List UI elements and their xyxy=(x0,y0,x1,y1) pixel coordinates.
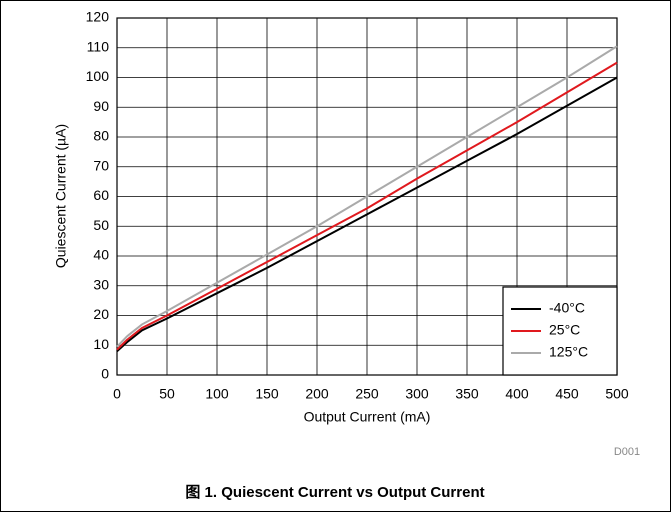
x-tick-label: 0 xyxy=(113,386,121,402)
y-tick-label: 40 xyxy=(93,247,109,263)
y-tick-label: 110 xyxy=(87,38,110,54)
x-tick-label: 150 xyxy=(255,386,279,402)
x-tick-label: 500 xyxy=(605,386,629,402)
y-tick-label: 10 xyxy=(93,336,109,352)
y-tick-label: 0 xyxy=(101,366,109,382)
y-tick-label: 90 xyxy=(93,98,109,114)
legend-label: -40°C xyxy=(549,300,585,316)
x-tick-label: 200 xyxy=(305,386,329,402)
y-axis-label: Quiescent Current (µA) xyxy=(53,124,69,268)
x-tick-label: 50 xyxy=(159,386,175,402)
x-tick-label: 400 xyxy=(505,386,529,402)
y-tick-label: 50 xyxy=(93,217,109,233)
line-series xyxy=(116,45,618,348)
line-series xyxy=(116,61,618,351)
x-axis-label: Output Current (mA) xyxy=(304,409,431,425)
x-tick-label: 300 xyxy=(405,386,429,402)
annotation: D001 xyxy=(614,446,640,458)
y-tick-label: 80 xyxy=(93,128,109,144)
y-tick-label: 120 xyxy=(86,9,110,25)
chart-title: 图 1. Quiescent Current vs Output Current xyxy=(185,484,484,501)
x-tick-label: 350 xyxy=(455,386,479,402)
legend-label: 25°C xyxy=(549,322,580,338)
plot-border xyxy=(116,17,618,376)
y-tick-label: 60 xyxy=(93,187,109,203)
y-tick-label: 30 xyxy=(93,276,109,292)
y-tick-label: 70 xyxy=(93,157,109,173)
x-tick-label: 250 xyxy=(355,386,379,402)
x-tick-label: 100 xyxy=(205,386,229,402)
line-series xyxy=(116,76,618,352)
x-tick-label: 450 xyxy=(555,386,579,402)
y-tick-label: 20 xyxy=(93,306,109,322)
legend-label: 125°C xyxy=(549,344,588,360)
y-tick-label: 100 xyxy=(86,68,110,84)
